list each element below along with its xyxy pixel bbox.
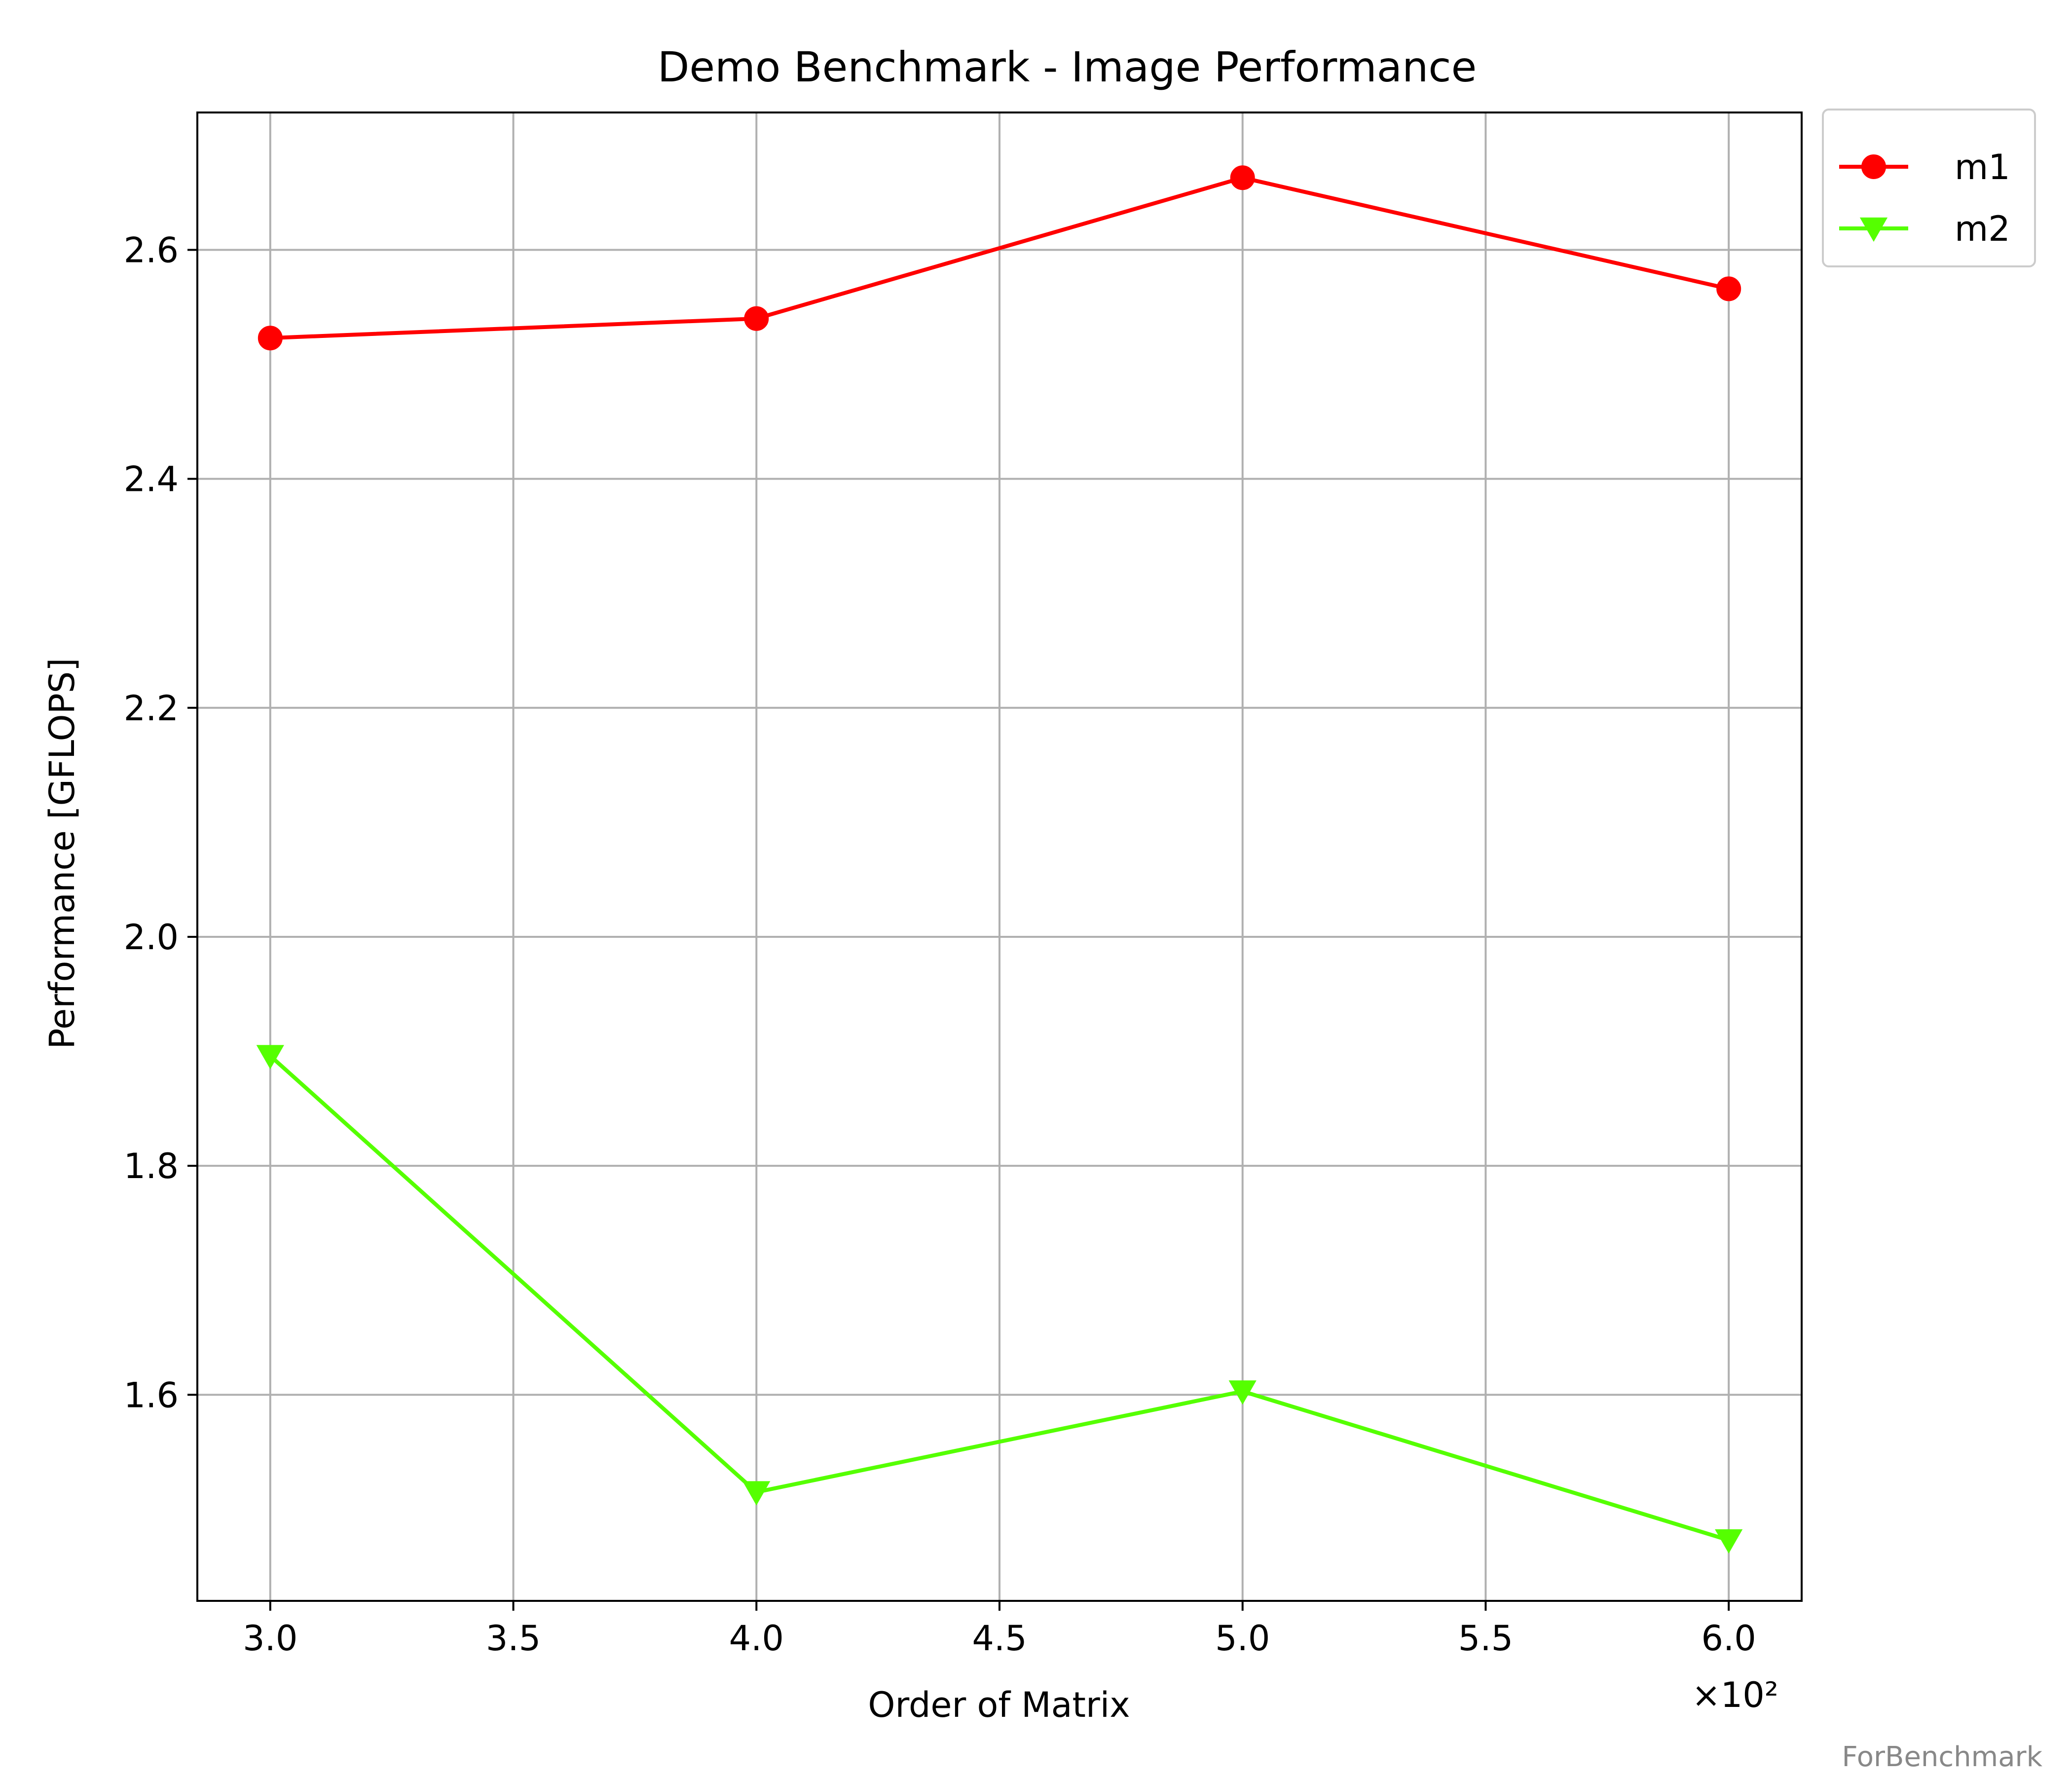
legend-label-m1: m1 — [1955, 147, 2010, 187]
x-axis-offset-label: ×10² — [1692, 1675, 1778, 1715]
legend-label-m2: m2 — [1955, 209, 2010, 249]
legend: m1 m2 — [1822, 109, 2036, 267]
data-point-m1 — [258, 326, 283, 351]
x-tick-label: 3.0 — [243, 1618, 297, 1659]
watermark-text: ForBenchmark — [1842, 1741, 2043, 1773]
y-tick-label: 2.2 — [124, 688, 179, 729]
x-tick-label: 5.0 — [1215, 1618, 1270, 1659]
legend-entry-m2: m2 — [1839, 209, 2010, 249]
y-tick-label: 2.4 — [124, 459, 179, 500]
x-tick-label: 6.0 — [1702, 1618, 1756, 1659]
chart-title: Demo Benchmark - Image Performance — [658, 43, 1477, 91]
x-tick-label: 4.5 — [972, 1618, 1027, 1659]
y-tick-label: 2.6 — [124, 230, 179, 270]
series-m1 — [258, 165, 1741, 351]
data-point-m1 — [1230, 165, 1255, 190]
data-point-m2 — [256, 1045, 284, 1070]
y-tick-label: 1.6 — [124, 1375, 179, 1415]
data-point-m2 — [1715, 1529, 1743, 1554]
axis-ticks: 3.0 3.5 4.0 4.5 5.0 5.5 6.0 1.6 1.8 2.0 2.2 2.4 2.6 — [124, 230, 1756, 1659]
y-tick-label: 2.0 — [124, 917, 179, 958]
data-point-m2 — [742, 1481, 771, 1506]
series-line-m2 — [269, 1054, 1730, 1542]
series-layer — [256, 165, 1743, 1554]
series-line-m1 — [270, 176, 1730, 340]
legend-entry-m1: m1 — [1839, 147, 2010, 187]
data-point-m1 — [744, 306, 769, 331]
legend-marker-m1 — [1861, 154, 1886, 179]
x-tick-label: 3.5 — [486, 1618, 541, 1659]
y-axis-label: Performance [GFLOPS] — [42, 658, 82, 1049]
data-point-m1 — [1716, 276, 1741, 301]
x-tick-label: 5.5 — [1458, 1618, 1513, 1659]
x-axis-label: Order of Matrix — [868, 1685, 1130, 1725]
y-tick-label: 1.8 — [124, 1146, 179, 1186]
data-point-m2 — [1228, 1380, 1257, 1405]
legend-marker-m2 — [1859, 217, 1888, 242]
series-m2 — [256, 1045, 1743, 1554]
x-tick-label: 4.0 — [729, 1618, 784, 1659]
